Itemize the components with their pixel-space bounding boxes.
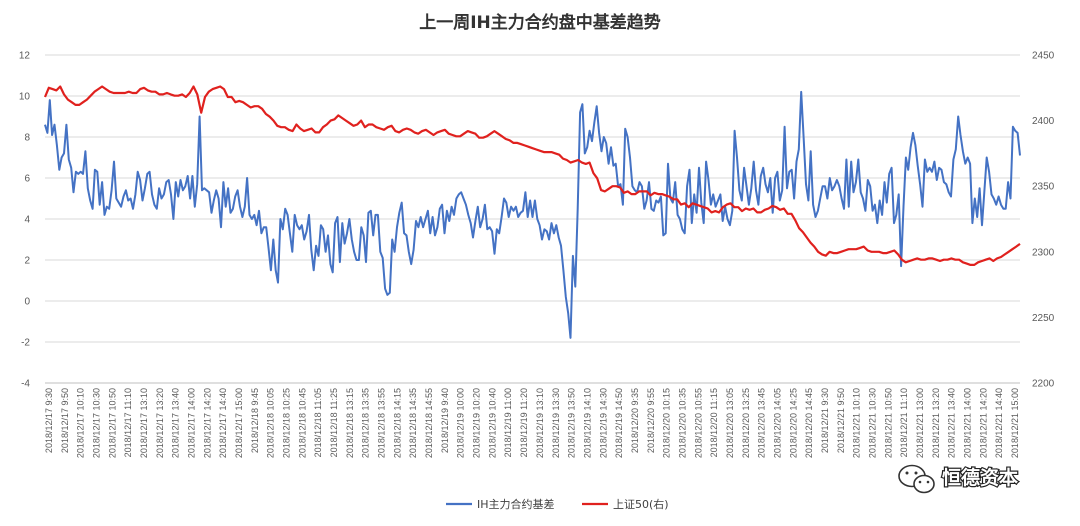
x-tick-label: 2018/12/18 14:15 <box>392 388 402 458</box>
y-left-tick-label: 12 <box>19 51 31 62</box>
x-tick-label: 2018/12/18 11:25 <box>329 388 339 457</box>
plot-area <box>43 85 1021 339</box>
x-tick-label: 2018/12/17 11:10 <box>123 388 133 457</box>
x-tick-label: 2018/12/20 10:55 <box>693 388 703 458</box>
x-tick-label: 2018/12/20 13:25 <box>741 388 751 458</box>
x-tick-label: 2018/12/19 14:30 <box>598 388 608 458</box>
y-axis-right: 2450 2400 2350 2300 2250 2200 <box>1032 51 1055 390</box>
y-right-tick-label: 2250 <box>1032 313 1055 324</box>
x-tick-label: 2018/12/17 13:40 <box>171 388 181 458</box>
x-tick-label: 2018/12/19 10:20 <box>472 388 482 458</box>
watermark: 恒德资本 <box>898 464 1019 494</box>
x-tick-label: 2018/12/19 10:00 <box>456 388 466 458</box>
x-tick-label: 2018/12/19 10:40 <box>487 388 497 458</box>
x-tick-label: 2018/12/17 10:10 <box>76 388 86 458</box>
x-tick-label: 2018/12/19 9:40 <box>440 388 450 453</box>
y-left-tick-label: -4 <box>21 379 30 390</box>
x-tick-label: 2018/12/21 11:10 <box>899 388 909 457</box>
x-tick-label: 2018/12/17 14:40 <box>218 388 228 458</box>
x-tick-label: 2018/12/21 13:20 <box>931 388 941 458</box>
x-tick-label: 2018/12/20 14:25 <box>788 388 798 458</box>
x-tick-label: 2018/12/18 10:25 <box>282 388 292 458</box>
x-tick-label: 2018/12/20 14:05 <box>772 388 782 458</box>
x-tick-label: 2018/12/20 9:55 <box>646 388 656 453</box>
x-tick-label: 2018/12/19 13:50 <box>567 388 577 458</box>
x-tick-label: 2018/12/17 15:00 <box>234 388 244 458</box>
y-axis-left: 12 10 8 6 4 2 0 -2 -4 <box>19 51 31 390</box>
x-tick-label: 2018/12/21 14:20 <box>978 388 988 458</box>
x-tick-label: 2018/12/21 15:00 <box>1010 388 1020 458</box>
x-tick-label: 2018/12/18 14:55 <box>424 388 434 458</box>
x-tick-label: 2018/12/17 14:20 <box>202 388 212 458</box>
y-left-tick-label: -2 <box>21 338 30 349</box>
x-tick-label: 2018/12/20 9:35 <box>630 388 640 453</box>
x-tick-label: 2018/12/19 13:30 <box>551 388 561 458</box>
x-tick-label: 2018/12/19 14:10 <box>582 388 592 458</box>
x-tick-label: 2018/12/17 13:10 <box>139 388 149 458</box>
x-tick-label: 2018/12/18 13:15 <box>345 388 355 458</box>
x-tick-label: 2018/12/17 10:50 <box>107 388 117 458</box>
x-tick-label: 2018/12/18 9:45 <box>250 388 260 453</box>
legend-label-series-2: 上证50(右) <box>613 497 669 511</box>
y-left-tick-label: 0 <box>24 297 30 308</box>
x-tick-label: 2018/12/20 14:45 <box>804 388 814 458</box>
x-tick-label: 2018/12/20 10:15 <box>662 388 672 458</box>
x-tick-label: 2018/12/19 13:10 <box>535 388 545 458</box>
x-tick-label: 2018/12/20 10:35 <box>677 388 687 458</box>
wechat-icon <box>898 464 935 494</box>
y-left-tick-label: 2 <box>24 256 30 267</box>
x-tick-label: 2018/12/20 13:05 <box>725 388 735 458</box>
series-line-1 <box>44 90 1021 339</box>
y-right-tick-label: 2300 <box>1032 247 1055 258</box>
x-tick-label: 2018/12/21 10:50 <box>883 388 893 458</box>
x-tick-label: 2018/12/21 9:30 <box>820 388 830 453</box>
x-tick-label: 2018/12/21 14:00 <box>962 388 972 458</box>
y-left-tick-label: 4 <box>24 215 30 226</box>
y-right-tick-label: 2450 <box>1032 51 1055 62</box>
x-tick-label: 2018/12/17 14:00 <box>187 388 197 458</box>
y-right-tick-label: 2400 <box>1032 116 1055 127</box>
x-tick-label: 2018/12/20 11:15 <box>709 388 719 457</box>
y-left-tick-label: 6 <box>24 174 30 185</box>
y-left-tick-label: 8 <box>24 133 30 144</box>
x-tick-label: 2018/12/19 11:00 <box>503 388 513 457</box>
y-right-tick-label: 2200 <box>1032 379 1055 390</box>
x-tick-label: 2018/12/21 10:30 <box>867 388 877 458</box>
x-tick-label: 2018/12/21 13:40 <box>947 388 957 458</box>
chart-title: 上一周IH主力合约盘中基差趋势 <box>419 12 661 33</box>
x-tick-label: 2018/12/21 9:50 <box>836 388 846 453</box>
x-tick-label: 2018/12/21 10:10 <box>852 388 862 458</box>
watermark-text: 恒德资本 <box>942 466 1018 489</box>
y-left-tick-label: 10 <box>19 92 31 103</box>
x-tick-label: 2018/12/17 10:30 <box>92 388 102 458</box>
x-tick-label: 2018/12/17 9:30 <box>44 388 54 453</box>
x-tick-label: 2018/12/18 13:55 <box>377 388 387 458</box>
x-tick-label: 2018/12/21 14:40 <box>994 388 1004 458</box>
legend: IH主力合约基差 上证50(右) <box>446 497 669 511</box>
series-line-2 <box>43 85 1021 266</box>
x-tick-label: 2018/12/19 14:50 <box>614 388 624 458</box>
y-right-tick-label: 2350 <box>1032 182 1055 193</box>
x-tick-label: 2018/12/18 10:05 <box>266 388 276 458</box>
x-tick-label: 2018/12/20 13:45 <box>757 388 767 458</box>
x-tick-label: 2018/12/17 13:20 <box>155 388 165 458</box>
x-tick-label: 2018/12/17 9:50 <box>60 388 70 453</box>
x-tick-label: 2018/12/19 11:20 <box>519 388 529 457</box>
x-tick-label: 2018/12/18 10:45 <box>297 388 307 458</box>
x-tick-label: 2018/12/21 13:00 <box>915 388 925 458</box>
x-tick-label: 2018/12/18 11:05 <box>313 388 323 457</box>
legend-label-series-1: IH主力合约基差 <box>477 497 555 511</box>
x-tick-label: 2018/12/18 14:35 <box>408 388 418 458</box>
x-tick-label: 2018/12/18 13:35 <box>361 388 371 458</box>
x-axis: 2018/12/17 9:30 2018/12/17 9:50 2018/12/17… <box>44 382 1020 458</box>
